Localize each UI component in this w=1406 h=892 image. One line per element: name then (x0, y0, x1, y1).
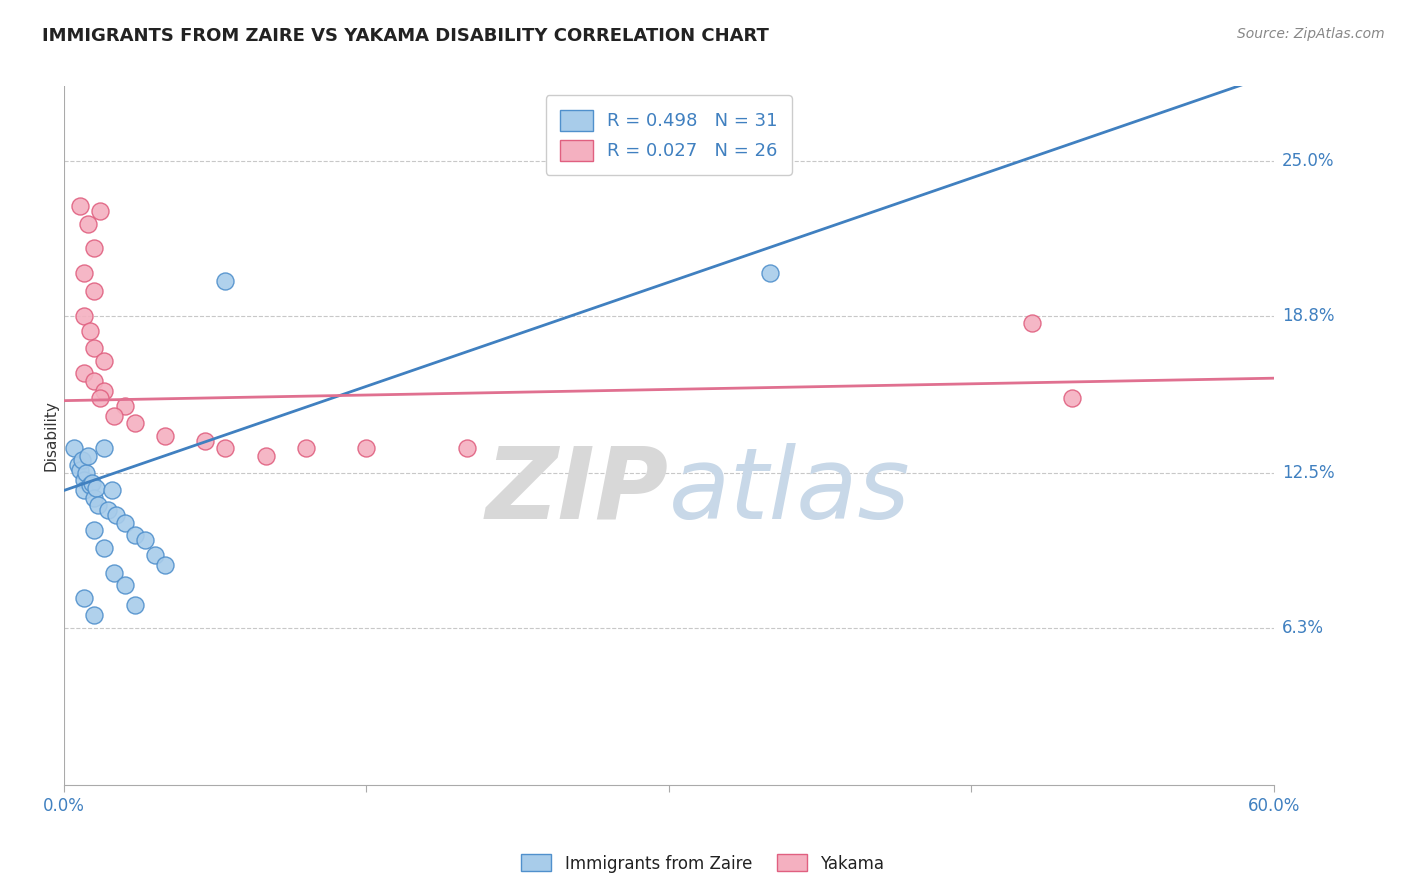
Point (295, 441, 318, 455)
Point (79, 478, 101, 492)
Point (73, 483, 96, 498)
Point (93, 384, 115, 398)
Point (103, 566, 125, 580)
Point (87, 499, 110, 513)
Legend: Immigrants from Zaire, Yakama: Immigrants from Zaire, Yakama (515, 847, 891, 880)
Point (83, 524, 105, 538)
Point (79, 324, 101, 338)
Point (93, 441, 115, 455)
Point (758, 267, 780, 281)
Point (134, 533, 156, 548)
Point (69, 199, 91, 213)
Text: IMMIGRANTS FROM ZAIRE VS YAKAMA DISABILITY CORRELATION CHART: IMMIGRANTS FROM ZAIRE VS YAKAMA DISABILI… (42, 27, 769, 45)
Point (82, 475, 104, 490)
Point (83, 491, 105, 505)
Point (103, 409, 125, 423)
Point (254, 449, 277, 463)
Point (73, 309, 96, 323)
Point (93, 353, 115, 368)
Point (83, 374, 105, 388)
Text: ZIP: ZIP (486, 443, 669, 540)
Point (83, 341, 105, 355)
Point (456, 441, 478, 455)
Point (1021, 316, 1043, 330)
Point (124, 598, 146, 612)
Point (356, 441, 378, 455)
Point (114, 578, 136, 592)
Point (105, 508, 128, 523)
Point (86, 481, 108, 495)
Point (73, 366, 96, 380)
Point (214, 441, 236, 455)
Point (114, 399, 136, 413)
Point (97, 503, 120, 517)
Text: 6.3%: 6.3% (1282, 619, 1324, 637)
Point (75, 466, 97, 480)
Point (83, 608, 105, 623)
Point (89, 391, 111, 405)
Legend: R = 0.498   N = 31, R = 0.027   N = 26: R = 0.498 N = 31, R = 0.027 N = 26 (546, 95, 792, 175)
Point (83, 284, 105, 298)
Point (73, 591, 96, 605)
Point (63, 441, 86, 455)
Text: 18.8%: 18.8% (1282, 307, 1334, 325)
Text: atlas: atlas (669, 443, 911, 540)
Point (114, 516, 136, 530)
Point (194, 434, 217, 448)
Point (67, 458, 90, 473)
Point (77, 449, 100, 463)
Text: Source: ZipAtlas.com: Source: ZipAtlas.com (1237, 27, 1385, 41)
Text: 25.0%: 25.0% (1282, 153, 1334, 170)
Point (101, 483, 124, 498)
Point (73, 267, 96, 281)
Point (1062, 391, 1084, 405)
Point (77, 217, 100, 231)
Point (143, 549, 166, 563)
Point (83, 242, 105, 256)
Point (73, 474, 96, 488)
Point (124, 416, 146, 430)
Text: 12.5%: 12.5% (1282, 464, 1334, 482)
Point (93, 541, 115, 555)
Point (124, 528, 146, 542)
Point (153, 558, 176, 573)
Point (153, 428, 176, 442)
Point (70, 453, 93, 467)
Y-axis label: Disability: Disability (44, 401, 59, 471)
Point (89, 204, 111, 219)
Point (69, 463, 91, 477)
Point (214, 274, 236, 288)
